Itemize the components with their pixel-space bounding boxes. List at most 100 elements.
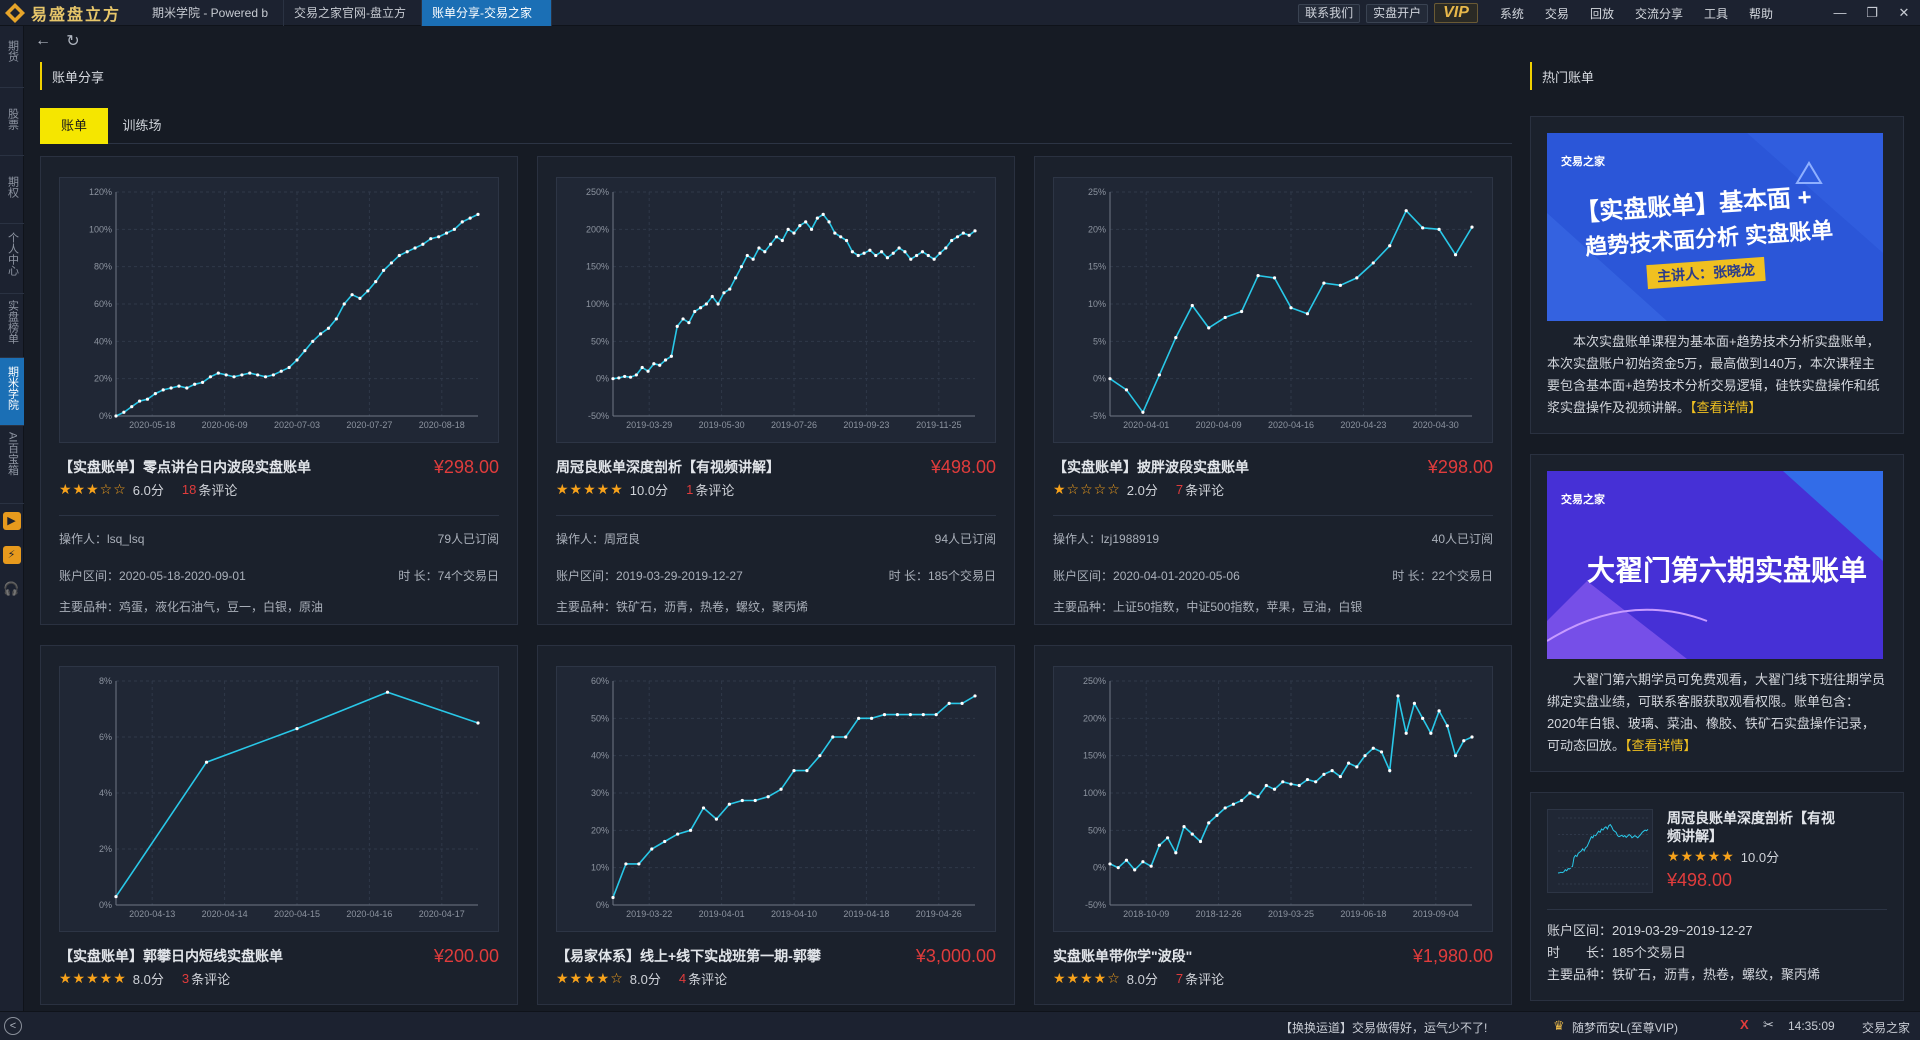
rating-score: 2.0分 <box>1126 483 1158 498</box>
data-point <box>1470 225 1474 229</box>
tab-bill-share[interactable]: 账单分享-交易之家 <box>422 0 552 26</box>
equity-chart: 250% 200% 150% 100% 50% 0% -50% 2018-10-09 2018-… <box>1053 666 1493 932</box>
view-details-link[interactable]: 【查看详情】 <box>1625 738 1697 753</box>
x-icon[interactable]: X <box>1740 1017 1749 1032</box>
duration-label: 时 长： <box>1392 569 1432 583</box>
bill-card[interactable]: 250% 200% 150% 100% 50% 0% -50% 2019-03-29 2019-… <box>537 156 1015 625</box>
menu-share[interactable]: 交流分享 <box>1634 6 1683 21</box>
data-point <box>256 373 260 377</box>
data-point <box>224 373 228 377</box>
range-label: 账户区间： <box>556 569 617 583</box>
hot-banner-image[interactable]: 交易之家 大翟门第六期实盘账单 <box>1547 471 1883 659</box>
menu-trade[interactable]: 交易 <box>1544 6 1569 21</box>
tools-icon[interactable]: ✂ <box>1763 1017 1774 1032</box>
bill-card[interactable]: 120% 100% 80% 60% 40% 20% 0% 2020-05-18 2020-06-… <box>40 156 518 625</box>
sidebar-item-stocks[interactable]: 股票 <box>0 88 24 156</box>
range-label: 账户区间： <box>1053 569 1114 583</box>
hot-mini-card[interactable]: 周冠良账单深度剖析【有视频讲解】 ★★★★★ 10.0分 ¥498.00 账户区间… <box>1530 792 1904 1001</box>
bill-title[interactable]: 【实盘账单】郭攀日内短线实盘账单 <box>59 948 283 964</box>
data-point <box>1330 769 1334 773</box>
open-account-button[interactable]: 实盘开户 <box>1366 3 1429 23</box>
sidebar-item-futures[interactable]: 期货 <box>0 26 24 88</box>
collapse-icon[interactable]: < <box>4 1017 22 1035</box>
minimize-icon[interactable]: — <box>1833 5 1847 20</box>
sidebar-item-ai[interactable]: AI百宝箱 <box>0 426 24 504</box>
y-tick-label: 20% <box>591 825 609 835</box>
vip-button[interactable]: VIP <box>1434 3 1478 23</box>
x-tick-label: 2019-04-26 <box>916 909 962 919</box>
bill-card[interactable]: 60% 50% 40% 30% 20% 10% 0% 2019-03-22 2019-04-01… <box>537 645 1015 1005</box>
bill-title[interactable]: 实盘账单带你学"波段" <box>1053 948 1193 964</box>
back-icon[interactable]: ← <box>35 32 51 49</box>
data-point <box>334 317 338 321</box>
hot-card[interactable]: 交易之家 大翟门第六期实盘账单 大翟门第六期学员可免费观看，大翟门线下班往期学员… <box>1530 454 1904 772</box>
hot-banner-image[interactable]: 交易之家 【实盘账单】基本面 + 趋势技术面分析 实盘账单 主讲人：张晓龙 <box>1547 133 1883 321</box>
menu-system[interactable]: 系统 <box>1499 6 1524 21</box>
bill-title[interactable]: 【实盘账单】披胖波段实盘账单 <box>1053 459 1249 475</box>
data-point <box>908 713 912 717</box>
sidebar-item-personal[interactable]: 个人中心 <box>0 224 24 294</box>
contact-button[interactable]: 联系我们 <box>1298 3 1361 23</box>
card-title-row: 实盘账单带你学"波段" ¥1,980.00 <box>1053 946 1493 967</box>
x-tick-label: 2019-03-22 <box>626 909 672 919</box>
data-point <box>1264 783 1268 788</box>
bill-title[interactable]: 【实盘账单】零点讲台日内波段实盘账单 <box>59 459 311 475</box>
data-point <box>973 229 977 233</box>
data-point <box>818 754 822 758</box>
menu-replay[interactable]: 回放 <box>1589 6 1614 21</box>
restore-icon[interactable]: ❐ <box>1866 5 1878 20</box>
data-point <box>1281 780 1285 784</box>
sidebar-item-academy[interactable]: 期米学院 <box>0 358 24 426</box>
subtab-bill[interactable]: 账单 <box>40 108 108 144</box>
subtab-training[interactable]: 训练场 <box>122 118 162 133</box>
data-point <box>1314 780 1318 784</box>
tab-qimi[interactable]: 期米学院 - Powered b <box>142 0 284 26</box>
x-tick-label: 2020-04-16 <box>346 909 392 919</box>
headphones-icon[interactable]: 🎧 <box>3 581 20 596</box>
refresh-icon[interactable]: ↻ <box>66 33 80 50</box>
data-point <box>779 787 783 791</box>
status-user[interactable]: 随梦而安L(至尊VIP) <box>1572 1021 1679 1035</box>
view-details-link[interactable]: 【查看详情】 <box>1690 400 1762 415</box>
mini-title[interactable]: 周冠良账单深度剖析【有视频讲解】 <box>1667 810 1835 844</box>
range-value: 2019-03-29-2019-12-27 <box>616 569 743 583</box>
rating-score: 6.0分 <box>132 483 164 498</box>
bill-card[interactable]: 25% 20% 15% 10% 5% 0% -5% 2020-04-01 2020-04-09 2… <box>1034 156 1512 625</box>
y-tick-label: -50% <box>588 411 609 421</box>
data-point <box>856 253 860 258</box>
equity-chart-svg: 120% 100% 80% 60% 40% 20% 0% 2020-05-18 2020-06-… <box>89 187 480 430</box>
close-icon[interactable]: ✕ <box>1898 5 1910 20</box>
x-tick-label: 2019-04-18 <box>843 909 889 919</box>
window-controls: — ❐ ✕ <box>1824 5 1920 21</box>
tab-official[interactable]: 交易之家官网-盘立方 <box>284 0 422 26</box>
range-row: 账户区间：2020-05-18-2020-09-01 时 长：74个交易日 <box>59 567 499 584</box>
data-point <box>882 713 887 717</box>
sidebar-item-ranking[interactable]: 实盘榜单 <box>0 294 24 358</box>
bill-card[interactable]: 8% 6% 4% 2% 0% 2020-04-13 2020-04-14 2020-04-15… <box>40 645 518 1005</box>
data-point <box>624 862 628 866</box>
bill-card[interactable]: 250% 200% 150% 100% 50% 0% -50% 2018-10-09 2018-… <box>1034 645 1512 1005</box>
data-point <box>326 326 331 330</box>
y-tick-label: 100% <box>89 224 112 234</box>
sidebar-item-options[interactable]: 期权 <box>0 156 24 224</box>
duration-value: 74个交易日 <box>437 569 499 583</box>
divider <box>1547 909 1887 910</box>
x-tick-label: 2020-07-03 <box>274 420 320 430</box>
bill-price: ¥498.00 <box>930 457 996 477</box>
y-tick-label: 150% <box>586 262 609 272</box>
play-icon[interactable]: ▶ <box>2 512 21 530</box>
menu-tools[interactable]: 工具 <box>1703 6 1728 21</box>
bill-title[interactable]: 【易家体系】线上+线下实战班第一期-郭攀 <box>556 948 821 964</box>
hot-card[interactable]: 交易之家 【实盘账单】基本面 + 趋势技术面分析 实盘账单 主讲人：张晓龙 本次… <box>1530 116 1904 434</box>
bill-title[interactable]: 周冠良账单深度剖析【有视频讲解】 <box>556 459 780 475</box>
data-point <box>1437 227 1441 231</box>
lightning-icon[interactable]: ⚡ <box>2 546 21 564</box>
status-time: 14:35:09 <box>1788 1019 1835 1033</box>
equity-chart: 120% 100% 80% 60% 40% 20% 0% 2020-05-18 2020-06-… <box>59 177 499 443</box>
data-point <box>611 895 615 900</box>
menu-help[interactable]: 帮助 <box>1748 6 1773 21</box>
data-point <box>774 235 779 239</box>
x-tick-label: 2020-05-18 <box>129 420 175 430</box>
data-point <box>381 268 386 272</box>
x-tick-label: 2020-07-27 <box>346 420 392 430</box>
